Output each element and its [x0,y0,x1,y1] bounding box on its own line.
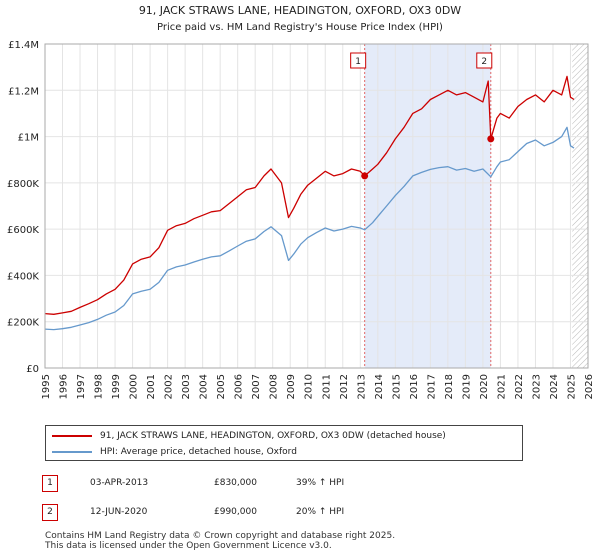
x-tick-label: 2015 [391,374,402,399]
y-tick-label: £800K [7,179,39,190]
sale-price: £830,000 [214,478,257,488]
footer-copyright: Contains HM Land Registry data © Crown c… [45,531,396,541]
sale-point [361,172,369,180]
legend-swatch-hpi [52,451,92,453]
sale-number-badge: 1 [42,475,58,492]
x-tick-label: 2007 [251,374,262,399]
chart-title: 91, JACK STRAWS LANE, HEADINGTON, OXFORD… [139,4,461,17]
legend-label-hpi: HPI: Average price, detached house, Oxfo… [100,447,297,457]
sale-period-shading [364,44,491,368]
sale-label-number: 1 [355,57,361,67]
x-tick-label: 2000 [129,374,140,399]
y-tick-label: £200K [7,318,39,329]
legend: 91, JACK STRAWS LANE, HEADINGTON, OXFORD… [45,425,523,461]
y-tick-label: £1M [18,133,39,144]
x-tick-label: 2010 [304,374,315,399]
forecast-hatch [572,44,588,368]
x-tick-label: 2018 [444,374,455,399]
y-tick-label: £1.4M [8,40,39,51]
legend-label-property: 91, JACK STRAWS LANE, HEADINGTON, OXFORD… [100,431,446,441]
sale-date: 03-APR-2013 [90,478,149,488]
x-tick-label: 2003 [181,374,192,399]
x-tick-label: 2011 [321,374,332,399]
x-tick-label: 2004 [199,374,210,399]
sale-label-box [476,52,493,69]
footer-licence: This data is licensed under the Open Gov… [45,541,332,551]
sale-label-box [350,52,367,69]
x-tick-label: 1997 [76,374,87,399]
x-tick-label: 2008 [269,374,280,399]
plot-frame [44,43,589,369]
x-tick-label: 2025 [566,374,577,399]
y-tick-label: £1.2M [8,86,39,97]
footer: Contains HM Land Registry data © Crown c… [45,531,585,551]
x-tick-label: 2024 [549,374,560,399]
x-tick-label: 2012 [339,374,350,399]
x-tick-label: 1996 [59,374,70,399]
x-tick-label: 2014 [374,374,385,399]
x-tick-label: 2021 [496,374,507,399]
y-tick-label: £600K [7,225,39,236]
y-tick-label: £400K [7,271,39,282]
sale-hpi-change: 39% ↑ HPI [296,478,345,488]
x-tick-label: 2019 [461,374,472,399]
x-tick-label: 2006 [234,374,245,399]
x-tick-label: 1998 [94,374,105,399]
x-tick-label: 1999 [111,374,122,399]
sale-date: 12-JUN-2020 [90,507,148,517]
x-tick-label: 2026 [584,374,595,399]
x-tick-label: 2020 [479,374,490,399]
series-line-hpi [44,126,575,331]
x-tick-label: 2009 [286,374,297,399]
chart-subtitle: Price paid vs. HM Land Registry's House … [157,22,443,33]
x-tick-label: 1995 [41,374,52,399]
sale-price: £990,000 [214,507,257,517]
x-tick-label: 2022 [514,374,525,399]
sale-number-badge: 2 [42,504,58,521]
price-chart: 91, JACK STRAWS LANE, HEADINGTON, OXFORD… [7,4,595,399]
sale-point [487,135,495,143]
legend-swatch-property [52,435,92,437]
x-tick-label: 2013 [356,374,367,399]
x-tick-label: 2017 [426,374,437,399]
y-tick-label: £0 [26,364,39,375]
x-tick-label: 2023 [531,374,542,399]
series-line-property [44,75,575,315]
sale-label-number: 2 [481,57,487,67]
x-tick-label: 2002 [164,374,175,399]
plot-background [45,44,588,368]
x-tick-label: 2016 [409,374,420,399]
x-tick-label: 2001 [146,374,157,399]
x-tick-label: 2005 [216,374,227,399]
sale-hpi-change: 20% ↑ HPI [296,507,345,517]
